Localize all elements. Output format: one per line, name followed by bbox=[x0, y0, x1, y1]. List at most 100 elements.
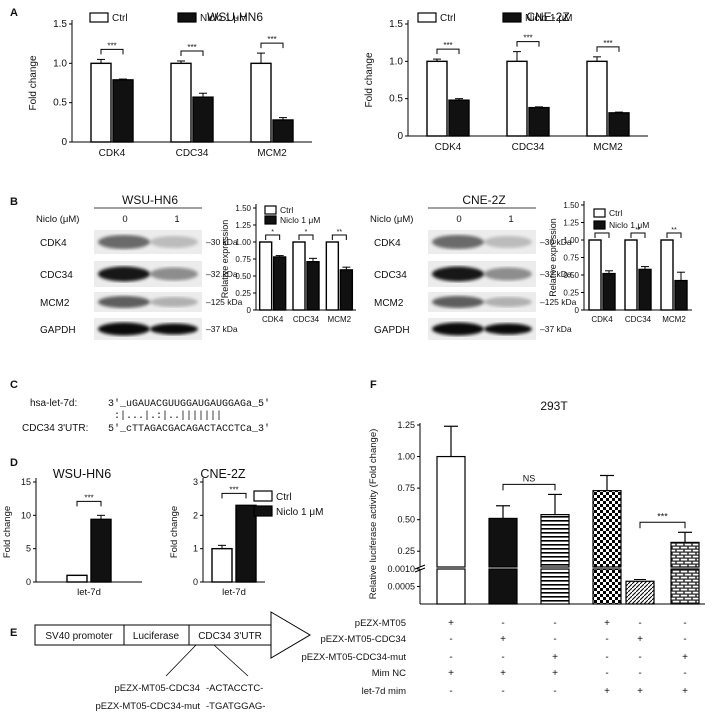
design-mark: + bbox=[604, 618, 610, 629]
band-lane-treated bbox=[150, 236, 198, 248]
axis-break-mark bbox=[414, 567, 426, 573]
y-tick-label: 5 bbox=[26, 544, 31, 554]
design-row-label: Mim NC bbox=[372, 668, 406, 679]
panel-label-e: E bbox=[10, 627, 17, 639]
design-mark: + bbox=[448, 668, 454, 679]
significance-label: *** bbox=[603, 39, 612, 48]
legend-label-niclo: Niclo 1 μM bbox=[276, 507, 323, 518]
x-category-label: CDC34 bbox=[512, 142, 545, 153]
y-tick-label: 0.0005 bbox=[387, 582, 415, 592]
panel-label-a: A bbox=[10, 7, 18, 19]
band-lane-control bbox=[432, 266, 484, 282]
bar-group-4-lower bbox=[592, 568, 622, 605]
construct-zoom-line-left bbox=[165, 644, 197, 677]
design-row-label: pEZX-MT05 bbox=[355, 618, 406, 629]
significance-bracket bbox=[260, 42, 284, 49]
kda-marker: –30 kDa bbox=[540, 237, 572, 247]
pairing-marks: :|...|.:|..||||||| bbox=[108, 410, 228, 422]
chart-title: CNE-2Z bbox=[200, 467, 246, 481]
bar-niclo-cdk4 bbox=[448, 99, 470, 137]
protein-label: CDC34 bbox=[40, 270, 73, 281]
kda-marker: –125 kDa bbox=[206, 297, 243, 307]
y-axis-label: Relative luciferase activity (Fold chang… bbox=[368, 429, 379, 600]
bar-group-4-upper bbox=[592, 490, 622, 568]
design-mark: + bbox=[448, 618, 454, 629]
chart-b-cne-2z-quant: 0 0.25 0.50 0.75 1.00 1.25 1.50 Relative expres… bbox=[548, 201, 692, 324]
design-mark: - bbox=[449, 634, 452, 645]
bar-ctrl-mcm2 bbox=[250, 62, 272, 143]
band-lane-control bbox=[98, 322, 150, 336]
bar-ctrl-let-7d bbox=[211, 547, 233, 583]
legend-swatch-ctrl bbox=[593, 208, 606, 218]
legend-swatch-niclo bbox=[593, 220, 606, 230]
y-axis-label: Fold change bbox=[169, 506, 180, 558]
construct-arrow-icon bbox=[270, 611, 311, 659]
y-axis-label: Fold change bbox=[2, 506, 13, 558]
panel-label-b: B bbox=[10, 196, 18, 208]
sequence-alignment: hsa-let-7d: 3'_uGAUACGUUGGAUGAUGGAGa_5' … bbox=[22, 398, 270, 435]
significance-label: *** bbox=[187, 43, 196, 52]
protein-label: MCM2 bbox=[374, 298, 404, 309]
bar-ctrl-cdc34 bbox=[292, 241, 306, 311]
bar-group-2-lower bbox=[488, 568, 518, 605]
y-tick-label: 0.75 bbox=[397, 483, 415, 493]
bar-ctrl-mcm2 bbox=[325, 241, 340, 311]
bar-niclo-mcm2 bbox=[272, 119, 294, 143]
y-tick-label: 1.0 bbox=[53, 58, 67, 69]
band-lane-treated bbox=[484, 267, 532, 281]
kda-marker: –37 kDa bbox=[540, 324, 572, 334]
design-mark: + bbox=[637, 634, 643, 645]
axis-break-mark bbox=[414, 564, 426, 570]
y-tick-label: 1.50 bbox=[235, 204, 251, 213]
transfection-design-table: pEZX-MT05 + - - + - - pEZX-MT05-CDC34 - + - - + - pEZX… bbox=[301, 618, 688, 697]
bar-ctrl-cdc34 bbox=[506, 60, 528, 137]
x-category-label: CDK4 bbox=[591, 315, 613, 324]
design-mark: + bbox=[637, 686, 643, 697]
design-mark: - bbox=[553, 618, 556, 629]
protein-label: GAPDH bbox=[374, 325, 410, 336]
y-axis-label: Relative expression bbox=[548, 218, 558, 297]
y-tick-label: 1.25 bbox=[235, 221, 251, 230]
lane-label: 1 bbox=[508, 214, 513, 225]
x-category-label: CDK4 bbox=[99, 148, 126, 159]
legend-label-ctrl: Ctrl bbox=[112, 13, 128, 24]
design-mark: + bbox=[500, 668, 506, 679]
panel-label-c: C bbox=[10, 379, 18, 391]
legend-label-niclo: Niclo 1 μM bbox=[200, 13, 247, 24]
bar-group-5 bbox=[625, 580, 655, 605]
band-lane-control bbox=[98, 235, 150, 249]
significance-bracket bbox=[639, 521, 686, 529]
significance-bracket bbox=[180, 50, 204, 56]
blot-title: CNE-2Z bbox=[462, 193, 505, 207]
y-tick-label: 0.25 bbox=[235, 289, 251, 298]
legend-swatch-niclo bbox=[502, 12, 522, 23]
construct-part-utr: CDC34 3'UTR bbox=[198, 631, 262, 642]
kda-marker: –32 kDa bbox=[540, 269, 572, 279]
design-mark: - bbox=[605, 652, 608, 663]
bar-niclo-mcm2 bbox=[674, 279, 688, 311]
design-mark: + bbox=[552, 652, 558, 663]
bar-ctrl-cdk4 bbox=[426, 60, 448, 137]
legend-label-ctrl: Ctrl bbox=[440, 13, 456, 24]
bar-niclo-cdk4 bbox=[272, 256, 287, 311]
protein-label: MCM2 bbox=[40, 298, 70, 309]
y-tick-label: 0.25 bbox=[397, 546, 415, 556]
bar-niclo-cdc34 bbox=[306, 261, 320, 311]
design-mark: - bbox=[605, 634, 608, 645]
y-tick-label: 0.25 bbox=[563, 289, 579, 298]
bar-niclo-cdk4 bbox=[602, 272, 616, 311]
significance-bracket bbox=[502, 483, 556, 491]
kda-marker: –37 kDa bbox=[206, 324, 238, 334]
band-lane-treated bbox=[150, 267, 198, 281]
bar-ctrl-cdc34 bbox=[170, 62, 192, 143]
mirna-sequence: 3'_uGAUACGUUGGAUGAUGGAGa_5' bbox=[108, 398, 270, 410]
significance-bracket bbox=[666, 232, 682, 238]
bar-group-3-upper bbox=[540, 514, 570, 568]
legend-label-niclo: Niclo 1 μM bbox=[280, 215, 320, 225]
bar-group-6-lower bbox=[670, 568, 700, 605]
utr-label: CDC34 3'UTR: bbox=[22, 423, 88, 434]
significance-label: *** bbox=[229, 485, 238, 494]
y-tick-label: 1.25 bbox=[563, 219, 579, 228]
utr-sequence: 5'_cTTAGACGACAGACTACCTCa_3' bbox=[108, 423, 270, 435]
